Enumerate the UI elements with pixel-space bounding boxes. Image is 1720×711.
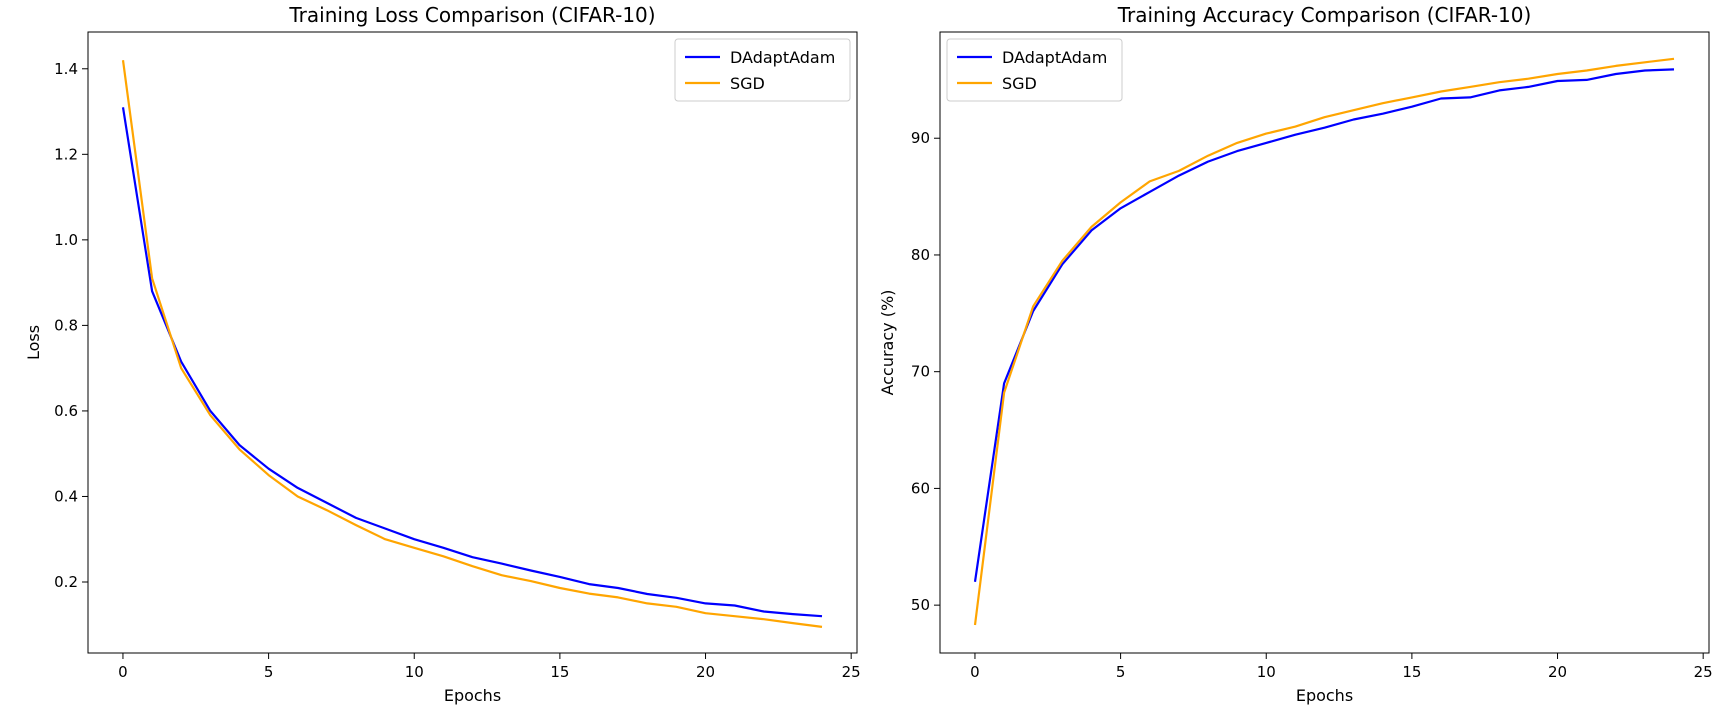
x-axis-label: Epochs [444, 686, 501, 705]
x-tick-label: 10 [1257, 663, 1276, 681]
y-tick-label: 0.8 [54, 316, 78, 334]
y-tick-label: 1.2 [54, 145, 78, 163]
x-tick-label: 20 [1548, 663, 1567, 681]
y-tick-label: 0.4 [54, 487, 78, 505]
y-tick-label: 0.6 [54, 402, 78, 420]
chart-title: Training Accuracy Comparison (CIFAR-10) [1117, 3, 1532, 27]
x-tick-label: 15 [550, 663, 569, 681]
y-tick-label: 1.0 [54, 231, 78, 249]
plot-frame [87, 31, 858, 654]
y-tick-label: 1.4 [54, 60, 78, 78]
x-axis-label: Epochs [1296, 686, 1353, 705]
x-tick-label: 20 [696, 663, 715, 681]
y-tick-label: 0.2 [54, 573, 78, 591]
legend-entry: DAdaptAdam [730, 48, 835, 67]
legend-entry: SGD [1002, 74, 1037, 93]
y-tick-label: 70 [911, 363, 930, 381]
y-axis-label: Loss [24, 325, 43, 360]
series-line-dadaptadam [973, 68, 1675, 582]
series-line-sgd [121, 60, 823, 628]
series-line-dadaptadam [121, 107, 823, 618]
x-tick-label: 0 [970, 663, 980, 681]
x-tick-label: 0 [118, 663, 128, 681]
x-tick-label: 10 [405, 663, 424, 681]
legend-entry: SGD [730, 74, 765, 93]
legend: DAdaptAdam SGD [674, 38, 851, 102]
x-tick-label: 15 [1402, 663, 1421, 681]
y-tick-label: 80 [911, 246, 930, 264]
x-tick-label: 25 [842, 663, 861, 681]
chart-title: Training Loss Comparison (CIFAR-10) [288, 3, 655, 27]
x-tick-label: 5 [264, 663, 274, 681]
y-tick-label: 90 [911, 129, 930, 147]
x-tick-label: 25 [1694, 663, 1713, 681]
legend-entry: DAdaptAdam [1002, 48, 1107, 67]
y-tick-label: 60 [911, 479, 930, 497]
y-axis-label: Accuracy (%) [878, 290, 897, 396]
loss-chart: Training Loss Comparison (CIFAR-10) 0 5 10 1… [24, 3, 861, 705]
legend: DAdaptAdam SGD [946, 38, 1123, 102]
legend-box [674, 38, 851, 102]
accuracy-chart: Training Accuracy Comparison (CIFAR-10) 0… [878, 3, 1713, 705]
y-tick-label: 50 [911, 596, 930, 614]
legend-box [946, 38, 1123, 102]
x-tick-label: 5 [1116, 663, 1126, 681]
plot-frame [939, 31, 1710, 654]
series-line-sgd [973, 57, 1675, 626]
